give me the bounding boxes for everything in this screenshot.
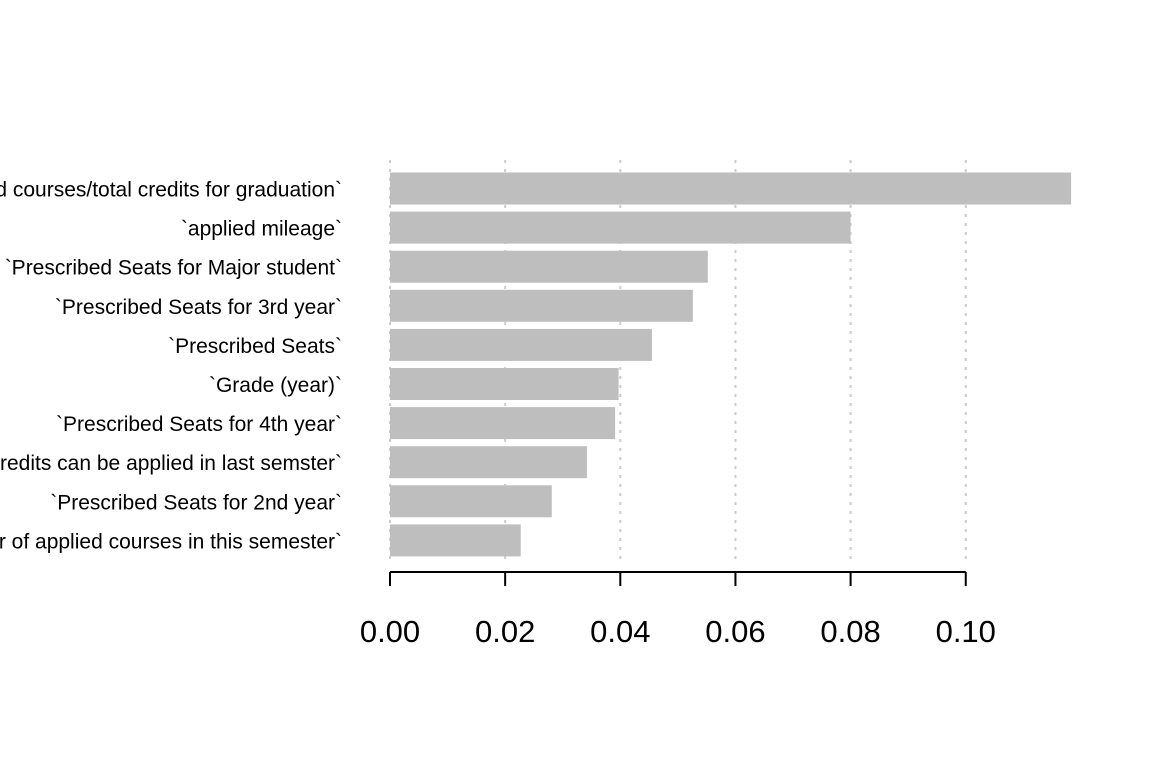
category-label-0: `Sum of applied courses/total credits fo… — [0, 179, 342, 202]
bar-0 — [390, 172, 1072, 205]
x-tick-label-2: 0.04 — [590, 614, 650, 649]
bar-8 — [390, 485, 552, 518]
bar-6 — [390, 407, 616, 440]
bar-1 — [390, 211, 851, 244]
x-tick-label-5: 0.10 — [936, 614, 996, 649]
x-tick-label-4: 0.08 — [820, 614, 880, 649]
bar-3 — [390, 289, 693, 322]
bar-5 — [390, 368, 619, 400]
category-label-5: `Grade (year)` — [209, 374, 342, 397]
bar-4 — [390, 328, 652, 361]
category-labels: `Sum of applied courses/total credits fo… — [0, 179, 342, 554]
category-label-3: `Prescribed Seats for 3rd year` — [55, 296, 342, 319]
bar-9 — [390, 524, 521, 557]
bar-7 — [390, 446, 587, 479]
category-label-1: `applied mileage` — [181, 218, 342, 241]
x-tick-label-1: 0.02 — [475, 614, 535, 649]
category-label-2: `Prescribed Seats for Major student` — [5, 257, 342, 280]
x-tick-label-0: 0.00 — [360, 614, 420, 649]
category-label-4: `Prescribed Seats` — [168, 335, 342, 358]
category-label-8: `Prescribed Seats for 2nd year` — [50, 491, 342, 514]
category-label-7: `Total credits can be applied in last se… — [0, 452, 342, 475]
x-axis: 0.00 0.02 0.04 0.06 0.08 0.10 — [360, 571, 996, 649]
bars — [390, 172, 1072, 557]
category-label-9: `Number of applied courses in this semes… — [0, 530, 342, 553]
bar-2 — [390, 250, 708, 283]
x-tick-label-3: 0.06 — [705, 614, 765, 649]
category-label-6: `Prescribed Seats for 4th year` — [56, 413, 342, 436]
